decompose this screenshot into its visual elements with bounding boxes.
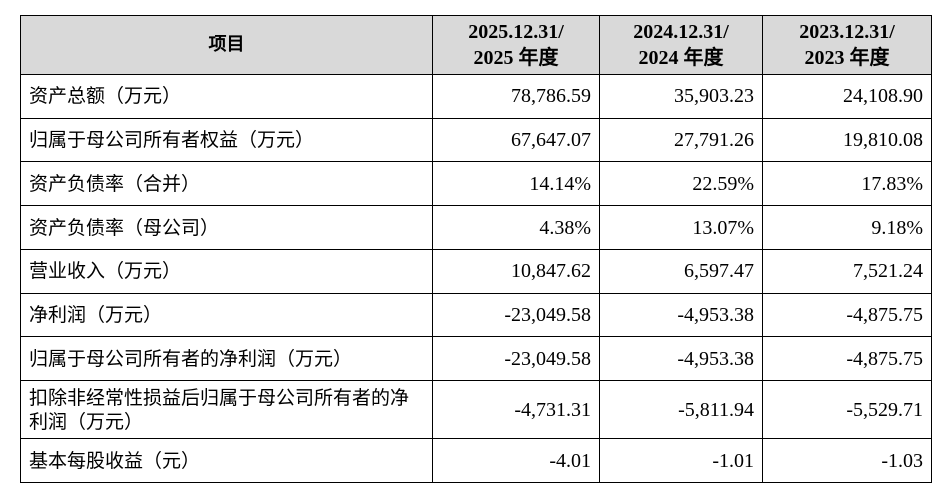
table-row: 资产总额（万元） 78,786.59 35,903.23 24,108.90 [20,74,932,119]
table-row: 资产负债率（母公司） 4.38% 13.07% 9.18% [20,205,932,250]
cell-value: 4.38% [432,205,600,250]
row-label: 基本每股收益（元） [20,438,433,483]
financial-summary-table: 项目 2025.12.31/ 2025 年度 2024.12.31/ 2024 … [20,15,932,483]
cell-value: 7,521.24 [762,248,932,294]
cell-value: -1.01 [599,438,763,483]
cell-value: -5,811.94 [599,380,763,440]
cell-value: 35,903.23 [599,74,763,119]
table-row: 归属于母公司所有者权益（万元） 67,647.07 27,791.26 19,8… [20,117,932,163]
cell-value: -23,049.58 [432,336,600,382]
header-item: 项目 [20,15,433,75]
cell-value: -1.03 [762,438,932,483]
cell-value: -4,875.75 [762,292,932,338]
cell-value: 9.18% [762,205,932,250]
cell-value: 17.83% [762,161,932,207]
cell-value: 24,108.90 [762,74,932,119]
header-period-2023: 2023.12.31/ 2023 年度 [762,15,932,75]
cell-value: 14.14% [432,161,600,207]
table-row: 归属于母公司所有者的净利润（万元） -23,049.58 -4,953.38 -… [20,336,932,382]
cell-value: -23,049.58 [432,292,600,338]
table-row: 营业收入（万元） 10,847.62 6,597.47 7,521.24 [20,248,932,294]
row-label: 资产负债率（合并） [20,161,433,207]
cell-value: 22.59% [599,161,763,207]
cell-value: -5,529.71 [762,380,932,440]
cell-value: -4,875.75 [762,336,932,382]
cell-value: -4,731.31 [432,380,600,440]
cell-value: 67,647.07 [432,117,600,163]
cell-value: 10,847.62 [432,248,600,294]
row-label: 归属于母公司所有者的净利润（万元） [20,336,433,382]
row-label: 扣除非经常性损益后归属于母公司所有者的净利润（万元） [20,380,433,440]
table-row: 基本每股收益（元） -4.01 -1.01 -1.03 [20,438,932,483]
table-row: 资产负债率（合并） 14.14% 22.59% 17.83% [20,161,932,207]
cell-value: -4,953.38 [599,336,763,382]
table-row: 净利润（万元） -23,049.58 -4,953.38 -4,875.75 [20,292,932,338]
table-header-row: 项目 2025.12.31/ 2025 年度 2024.12.31/ 2024 … [20,15,932,75]
row-label: 净利润（万元） [20,292,433,338]
cell-value: -4.01 [432,438,600,483]
cell-value: -4,953.38 [599,292,763,338]
cell-value: 13.07% [599,205,763,250]
row-label: 归属于母公司所有者权益（万元） [20,117,433,163]
row-label: 资产总额（万元） [20,74,433,119]
row-label: 资产负债率（母公司） [20,205,433,250]
row-label: 营业收入（万元） [20,248,433,294]
cell-value: 27,791.26 [599,117,763,163]
cell-value: 6,597.47 [599,248,763,294]
header-period-2025: 2025.12.31/ 2025 年度 [432,15,600,75]
cell-value: 19,810.08 [762,117,932,163]
cell-value: 78,786.59 [432,74,600,119]
table-row: 扣除非经常性损益后归属于母公司所有者的净利润（万元） -4,731.31 -5,… [20,380,932,440]
header-period-2024: 2024.12.31/ 2024 年度 [599,15,763,75]
